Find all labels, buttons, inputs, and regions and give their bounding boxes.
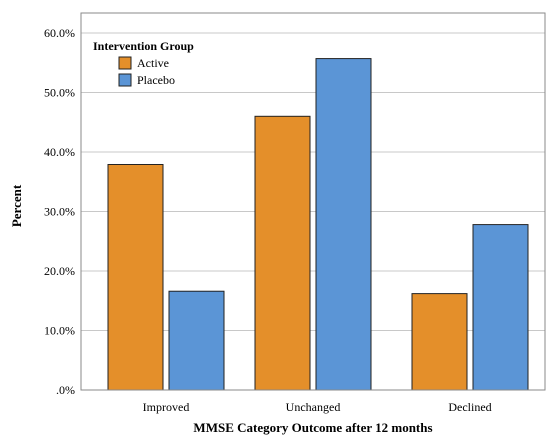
y-tick-label: 60.0% — [44, 26, 75, 40]
bar-placebo-unchanged — [315, 58, 372, 391]
bar-placebo-declined — [472, 224, 529, 391]
bar-active-declined — [411, 293, 468, 391]
x-tick-label: Improved — [143, 400, 190, 414]
x-axis-title: MMSE Category Outcome after 12 months — [193, 420, 432, 435]
legend-swatch-active — [118, 56, 132, 70]
y-tick-label: 20.0% — [44, 264, 75, 278]
x-tick-label: Unchanged — [286, 400, 341, 414]
y-tick-label: 50.0% — [44, 86, 75, 100]
plot-frame — [80, 12, 546, 391]
x-tick-label: Declined — [448, 400, 491, 414]
bars — [107, 58, 529, 391]
y-axis-title: Percent — [9, 184, 24, 227]
x-tick-labels: Improved Unchanged Declined — [143, 400, 492, 414]
y-tick-label: 30.0% — [44, 205, 75, 219]
y-tick-label: 10.0% — [44, 324, 75, 338]
legend-swatch-placebo — [118, 73, 132, 87]
legend: Intervention Group Active Placebo — [93, 39, 194, 87]
bar-placebo-improved — [168, 290, 225, 391]
y-tick-label: 40.0% — [44, 145, 75, 159]
legend-title: Intervention Group — [93, 39, 194, 53]
y-tick-labels: .0% 10.0% 20.0% 30.0% 40.0% 50.0% 60.0% — [44, 26, 75, 397]
bar-active-improved — [107, 163, 164, 391]
legend-label-active: Active — [137, 56, 169, 70]
legend-label-placebo: Placebo — [137, 73, 175, 87]
bar-active-unchanged — [254, 115, 311, 391]
y-tick-label: .0% — [56, 383, 75, 397]
